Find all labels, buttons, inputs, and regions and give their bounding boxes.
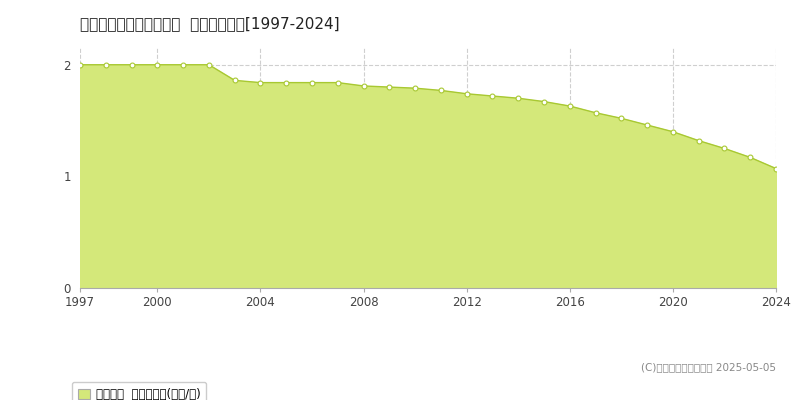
Legend: 基準地価  平均坪単価(万円/坪): 基準地価 平均坪単価(万円/坪) xyxy=(72,382,206,400)
Text: 幌泉郡えりも町えりも岬  基準地価推移[1997-2024]: 幌泉郡えりも町えりも岬 基準地価推移[1997-2024] xyxy=(80,16,340,31)
Text: (C)土地価格ドットコム 2025-05-05: (C)土地価格ドットコム 2025-05-05 xyxy=(641,362,776,372)
